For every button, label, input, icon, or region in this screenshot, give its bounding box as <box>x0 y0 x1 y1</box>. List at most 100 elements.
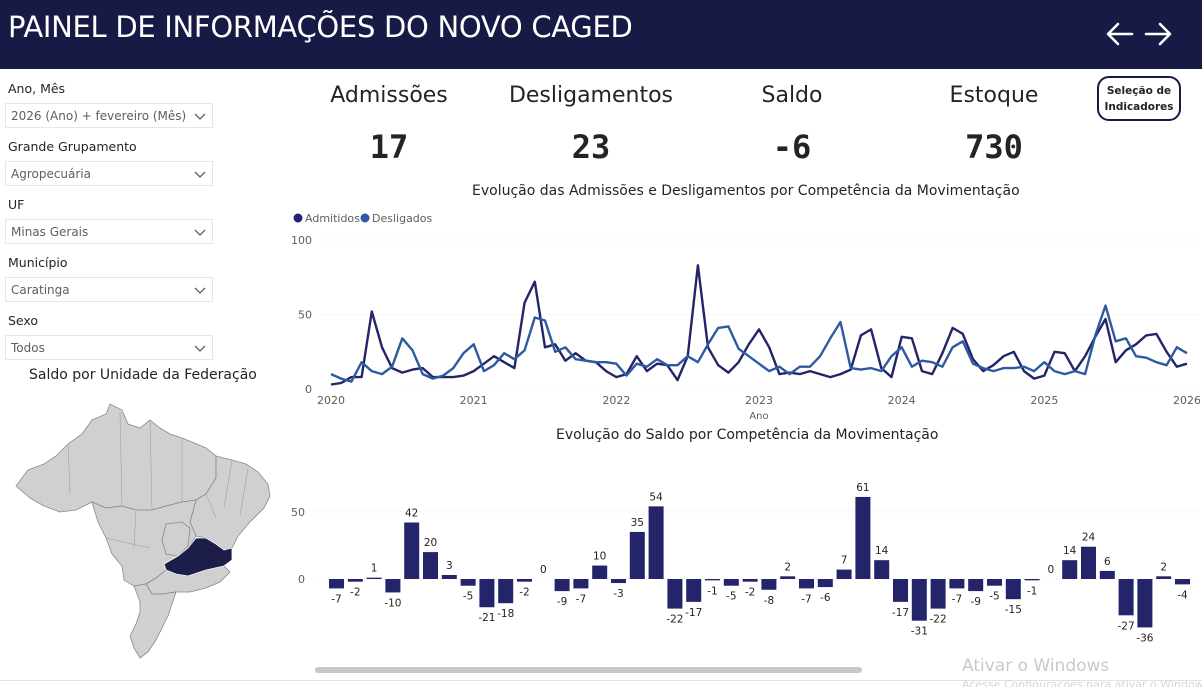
x-tick-label: 2024 <box>888 394 916 407</box>
filter-uf-select[interactable]: Minas Gerais <box>5 219 213 244</box>
map-region-south[interactable] <box>129 583 177 659</box>
bar-data-label: -15 <box>1005 604 1022 616</box>
map-title: Saldo por Unidade da Federação <box>29 367 257 383</box>
bar-data-label: -6 <box>820 592 831 604</box>
bar <box>987 579 1002 586</box>
bar-data-label: 42 <box>405 508 418 520</box>
y-tick-label: 50 <box>298 309 312 322</box>
bar <box>855 496 871 579</box>
bar-data-label: -27 <box>1118 620 1135 632</box>
bar <box>460 579 476 586</box>
bar <box>441 574 457 579</box>
filter-grande-grupamento-select[interactable]: Agropecuária <box>5 161 213 186</box>
bar <box>705 579 720 581</box>
bar <box>799 579 814 589</box>
bar <box>554 579 570 592</box>
y-tick-label: 0 <box>298 573 305 586</box>
bar-data-label: -10 <box>384 597 401 609</box>
line-chart[interactable]: Admitidos Desligados 0 50 100 2020 2021 2022 202… <box>284 205 1200 425</box>
arrow-right-icon <box>1144 22 1172 46</box>
bar <box>517 579 532 582</box>
forward-button[interactable] <box>1142 18 1174 50</box>
bar <box>930 579 946 609</box>
bar <box>1005 579 1021 600</box>
x-axis-label: Ano <box>749 411 768 422</box>
page-title: PAINEL DE INFORMAÇÕES DO NOVO CAGED <box>8 10 633 44</box>
kpi-admissoes-value: 17 <box>369 128 409 166</box>
filter-label-grande-grupamento: Grande Grupamento <box>8 139 137 154</box>
bar-data-label: 1 <box>371 563 378 575</box>
bar-data-label: -7 <box>576 593 586 605</box>
bar-data-label: -21 <box>478 612 495 624</box>
filter-municipio-select[interactable]: Caratinga <box>5 277 213 302</box>
x-tick-label: 2020 <box>317 394 345 407</box>
chevron-down-icon <box>194 287 206 294</box>
windows-activation-watermark: Ativar o Windows <box>962 656 1110 676</box>
bottom-divider <box>0 680 1202 681</box>
x-tick-label: 2021 <box>460 394 488 407</box>
kpi-admissoes-label: Admissões <box>330 83 448 108</box>
bar-data-label: 7 <box>841 555 848 567</box>
bar <box>742 579 758 582</box>
bar-data-label: -7 <box>952 593 962 605</box>
chevron-down-icon <box>194 345 206 352</box>
bar <box>874 560 890 579</box>
bar <box>366 577 382 579</box>
legend-marker-admitidos <box>293 213 303 223</box>
bar-data-label: -1 <box>1027 585 1037 597</box>
bar-data-label: 10 <box>593 551 606 563</box>
bar-data-label: -2 <box>350 587 360 599</box>
bar-data-label: -5 <box>463 591 473 603</box>
legend-marker-desligados <box>360 213 370 223</box>
bar-data-label: -3 <box>613 588 623 600</box>
bar-data-label: -22 <box>930 614 947 626</box>
bar-data-label: -2 <box>519 587 529 599</box>
bar <box>968 579 984 592</box>
bar-data-label: 0 <box>1048 564 1055 576</box>
selecao-indicadores-button[interactable]: Seleção de Indicadores <box>1097 76 1181 121</box>
bar-data-label: -7 <box>331 593 341 605</box>
filter-label-ano-mes: Ano, Mês <box>8 81 66 96</box>
selecao-indicadores-line1: Seleção de <box>1106 84 1172 97</box>
legend-label-desligados: Desligados <box>372 212 433 225</box>
kpi-saldo-label: Saldo <box>761 83 823 108</box>
bar <box>1024 579 1040 581</box>
bar-data-label: -17 <box>892 607 909 619</box>
bar-data-label: 35 <box>631 517 644 529</box>
bar <box>817 579 833 588</box>
bar-data-label: -36 <box>1136 632 1153 644</box>
bar <box>1118 579 1134 616</box>
back-button[interactable] <box>1104 18 1136 50</box>
filter-ano-mes-value: 2026 (Ano) + fevereiro (Mês) <box>11 109 187 123</box>
bar-data-label: 54 <box>649 491 663 503</box>
kpi-estoque-label: Estoque <box>949 83 1039 108</box>
bar <box>723 579 739 586</box>
x-tick-label: 2023 <box>745 394 773 407</box>
filter-ano-mes-select[interactable]: 2026 (Ano) + fevereiro (Mês) <box>5 103 213 128</box>
map-uf-minas-gerais[interactable] <box>163 537 233 577</box>
bar <box>648 506 664 579</box>
bar-data-label: 0 <box>540 564 547 576</box>
filter-municipio-value: Caratinga <box>11 283 70 297</box>
bar <box>573 579 589 589</box>
horizontal-scrollbar[interactable] <box>315 667 862 673</box>
series-line-admitidos <box>330 264 1188 386</box>
kpi-desligamentos-label: Desligamentos <box>508 83 674 108</box>
bar-data-label: 2 <box>784 561 791 573</box>
x-tick-label: 2026 <box>1173 394 1200 407</box>
bar-data-label: -17 <box>685 607 702 619</box>
bar <box>1156 576 1172 579</box>
bar <box>479 579 495 608</box>
bar <box>1175 579 1190 585</box>
bar <box>761 579 777 590</box>
bar <box>1099 570 1115 579</box>
bar-data-label: 61 <box>856 482 869 494</box>
map-region-north[interactable] <box>15 403 217 513</box>
brazil-map[interactable] <box>10 398 272 663</box>
bar <box>780 576 796 579</box>
bar-data-label: -7 <box>801 593 811 605</box>
filter-sexo-select[interactable]: Todos <box>5 335 213 360</box>
map-region-goias[interactable] <box>161 521 191 557</box>
bar <box>893 579 908 602</box>
